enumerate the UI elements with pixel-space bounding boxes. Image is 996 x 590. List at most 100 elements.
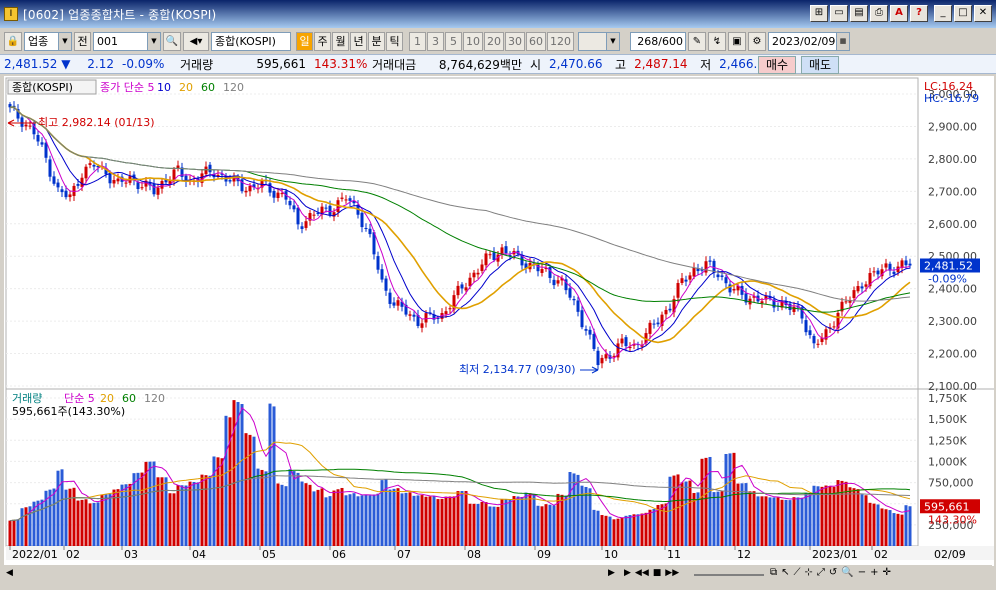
volume-bar xyxy=(708,456,712,546)
prev-button[interactable]: 전 xyxy=(74,31,91,51)
candle-body xyxy=(736,285,740,291)
chevron-down-icon[interactable]: ▼ xyxy=(58,32,71,50)
volume-bar xyxy=(652,509,656,546)
cursor-icon[interactable]: ↖ xyxy=(781,567,790,578)
period-tab[interactable]: 주 xyxy=(314,31,331,51)
interval-button[interactable]: 10 xyxy=(463,31,483,51)
volume-ma-line-120 xyxy=(9,475,911,522)
zoom-slider[interactable] xyxy=(694,574,764,576)
scroll-right-icon[interactable]: ▶ xyxy=(608,568,615,578)
help-icon[interactable]: ? xyxy=(910,5,928,22)
period-tab[interactable]: 일 xyxy=(296,31,313,51)
font-icon[interactable]: A xyxy=(890,5,908,22)
window-titlebar[interactable]: I [0602] 업종종합차트 - 종합(KOSPI) ⊞ ▭ ▤ ⎙ A ? … xyxy=(0,0,996,28)
candle-body xyxy=(580,310,584,328)
interval-custom-select[interactable]: ▼ xyxy=(578,31,620,51)
stop-icon[interactable]: ■ xyxy=(652,568,662,578)
market-select-value: 업종 xyxy=(28,34,49,48)
candle-body xyxy=(432,314,436,320)
link-window-icon[interactable]: ⊞ xyxy=(810,5,828,22)
quote-high: 2,487.14 xyxy=(634,57,688,71)
crosshair-icon[interactable]: ⊹ xyxy=(804,567,813,578)
search-zoom-icon[interactable]: 🔍 xyxy=(841,567,854,578)
volume-bar xyxy=(860,494,864,546)
period-tab[interactable]: 틱 xyxy=(386,31,403,51)
period-tab[interactable]: 월 xyxy=(332,31,349,51)
close-icon[interactable]: ✕ xyxy=(974,5,992,22)
interval-button[interactable]: 30 xyxy=(505,31,525,51)
market-select[interactable]: 업종 ▼ xyxy=(24,31,72,51)
refresh-icon[interactable]: ↺ xyxy=(828,567,838,578)
lock-icon[interactable]: 🔒 xyxy=(4,31,22,51)
volume-bar xyxy=(36,500,40,546)
period-tab[interactable]: 분 xyxy=(368,31,385,51)
candle-body xyxy=(556,280,560,284)
candle-body xyxy=(220,173,224,175)
price-volume-chart[interactable]: 3,000.00 2,900.00 2,800.00 2,700.00 2,600.00… xyxy=(4,76,994,566)
minus-icon[interactable]: − xyxy=(857,567,867,578)
high-label: 고 xyxy=(615,57,627,72)
interval-button[interactable]: 60 xyxy=(526,31,546,51)
minimize-icon[interactable]: _ xyxy=(934,5,952,22)
rewind-icon[interactable]: ◀◀ xyxy=(634,568,649,578)
candle-body xyxy=(184,175,188,182)
candle-body xyxy=(268,183,272,193)
candle-body xyxy=(672,299,676,313)
volume-bar xyxy=(156,477,160,546)
interval-button[interactable]: 1 xyxy=(409,31,426,51)
candle-body xyxy=(404,304,408,315)
interval-button[interactable]: 20 xyxy=(484,31,504,51)
candle-body xyxy=(436,318,440,320)
volume-bar xyxy=(128,483,132,546)
volume-bar xyxy=(656,504,660,546)
volume-bar xyxy=(504,499,508,546)
chevron-down-icon[interactable]: ▼ xyxy=(606,32,619,50)
interval-button[interactable]: 120 xyxy=(547,31,574,51)
settings-icon[interactable]: ⚙ xyxy=(748,31,766,51)
interval-button[interactable]: 3 xyxy=(427,31,444,51)
volume-bar xyxy=(776,497,780,546)
plot-frame xyxy=(5,77,919,547)
scroll-left-icon[interactable]: ◀ xyxy=(6,568,13,578)
search-icon[interactable]: 🔍 xyxy=(163,31,181,51)
dock-icon[interactable]: ▤ xyxy=(850,5,868,22)
trendline-icon[interactable]: ⟋ xyxy=(793,567,801,578)
code-input[interactable]: 001 ▼ xyxy=(93,31,161,51)
minimize-tray-icon[interactable]: ▭ xyxy=(830,5,848,22)
volume-bar xyxy=(168,493,172,546)
volume-bar xyxy=(404,492,408,546)
pan-icon[interactable]: ✛ xyxy=(882,567,891,578)
interval-button[interactable]: 5 xyxy=(445,31,462,51)
fast-forward-icon[interactable]: ▶▶ xyxy=(665,568,680,578)
print-icon[interactable]: ⎙ xyxy=(870,5,888,22)
candle-body xyxy=(476,272,480,275)
play-icon[interactable]: ▶ xyxy=(624,568,631,578)
chevron-down-icon[interactable]: ▼ xyxy=(147,32,160,50)
count-field[interactable]: 268/600 xyxy=(630,31,686,51)
plus-icon[interactable]: + xyxy=(870,567,879,578)
save-icon[interactable]: ▣ xyxy=(728,31,746,51)
maximize-icon[interactable]: □ xyxy=(954,5,972,22)
screen-capture-icon[interactable]: ⧉ xyxy=(770,567,778,578)
chart-tool-icon[interactable]: ✎ xyxy=(688,31,706,51)
chart-scrollbar[interactable]: ◀ ▶ ▶ ◀◀ ■ ▶▶ ⧉ ↖ ⟋ ⊹ ⤢ ↺ 🔍 − + ✛ xyxy=(4,564,992,584)
volume-bar xyxy=(324,497,328,546)
zoom-icon[interactable]: ⤢ xyxy=(816,567,825,578)
volume-bar xyxy=(196,482,200,546)
calendar-icon[interactable]: ▦ xyxy=(836,32,849,50)
candle-body xyxy=(712,260,716,273)
period-tab[interactable]: 년 xyxy=(350,31,367,51)
candle-body xyxy=(488,254,492,256)
chart-area[interactable]: 3,000.00 2,900.00 2,800.00 2,700.00 2,600.00… xyxy=(4,76,994,566)
buy-button[interactable]: 매수 xyxy=(758,56,796,74)
indicator-icon[interactable]: ↯ xyxy=(708,31,726,51)
sell-button[interactable]: 매도 xyxy=(801,56,839,74)
volume-bar xyxy=(344,495,348,546)
volume-bar xyxy=(388,489,392,546)
volume-bar xyxy=(808,493,812,546)
candle-body xyxy=(848,299,852,303)
speaker-icon[interactable]: ◀▾ xyxy=(183,31,209,51)
volume-bar xyxy=(56,470,60,546)
date-input[interactable]: 2023/02/09 ▦ xyxy=(768,31,850,51)
volume-bar xyxy=(104,494,108,546)
